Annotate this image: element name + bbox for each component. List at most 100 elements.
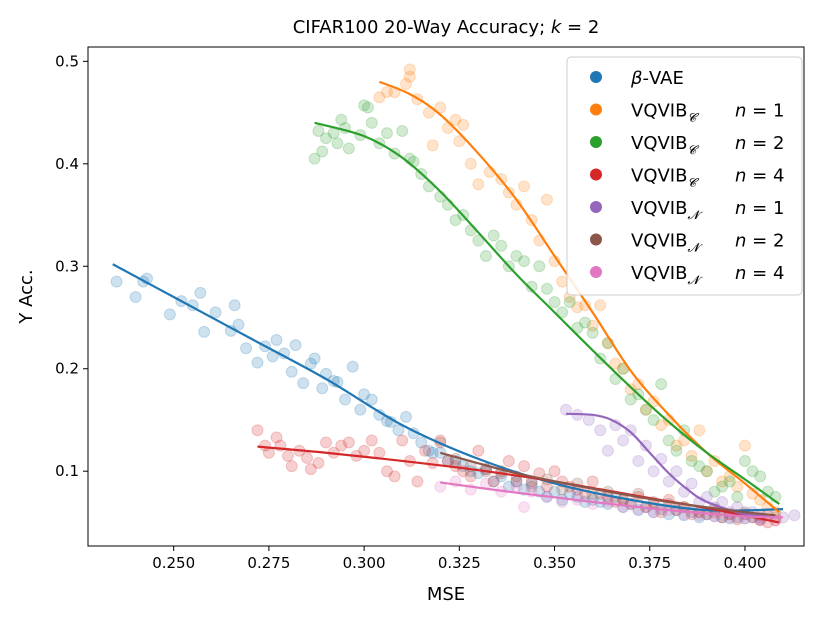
data-point — [320, 132, 333, 145]
data-point — [700, 465, 713, 478]
data-point — [457, 118, 470, 131]
series-points-0 — [110, 272, 767, 526]
data-point — [533, 260, 546, 273]
trend-line-5 — [440, 451, 776, 517]
data-point — [194, 286, 207, 299]
data-point — [518, 501, 531, 514]
data-point — [270, 431, 283, 444]
legend-marker — [590, 168, 602, 181]
data-point — [331, 137, 344, 150]
data-point — [746, 465, 759, 478]
data-point — [556, 275, 569, 288]
y-tick-label: 0.5 — [55, 52, 79, 70]
trend-line-2 — [314, 121, 780, 505]
data-point — [400, 77, 413, 90]
data-point — [358, 444, 371, 457]
data-point — [662, 434, 675, 447]
data-point — [518, 460, 531, 473]
data-point — [655, 378, 668, 391]
data-point — [426, 446, 439, 459]
data-point — [358, 99, 371, 112]
data-point — [754, 470, 767, 483]
x-tick-label: 0.400 — [723, 554, 766, 572]
data-point — [240, 342, 253, 355]
data-point — [422, 444, 435, 457]
ticks-layer: 0.250 0.275 0.300 0.325 0.350 0.375 0.400 0.1 0.… — [55, 52, 766, 572]
data-point — [365, 393, 378, 406]
y-axis-label: Y Acc. — [16, 269, 37, 324]
data-point — [373, 91, 386, 104]
data-point — [472, 178, 485, 191]
data-point — [571, 301, 584, 314]
data-point — [304, 357, 317, 370]
data-point — [582, 413, 595, 426]
x-axis-label: MSE — [427, 584, 465, 605]
data-point — [647, 465, 660, 478]
data-point — [388, 470, 401, 483]
data-point — [449, 113, 462, 126]
data-point — [320, 436, 333, 449]
data-point — [289, 339, 302, 352]
data-point — [487, 229, 500, 242]
data-point — [647, 413, 660, 426]
data-point — [738, 439, 751, 452]
data-point — [670, 439, 683, 452]
data-point — [700, 465, 713, 478]
data-point — [693, 424, 706, 437]
data-point — [281, 449, 294, 462]
data-point — [655, 452, 668, 465]
data-point — [335, 113, 348, 126]
legend-marker — [590, 136, 602, 148]
data-point — [270, 334, 283, 347]
data-point — [624, 393, 637, 406]
data-point — [487, 475, 500, 488]
plot-frame — [87, 46, 805, 547]
data-point — [464, 470, 477, 483]
data-point — [639, 439, 652, 452]
data-point — [540, 282, 553, 295]
y-tick-label: 0.2 — [55, 360, 79, 378]
data-point — [426, 139, 439, 152]
data-point — [632, 454, 645, 467]
data-point — [358, 388, 371, 401]
title-text: CIFAR100 20-Way Accuracy; — [293, 17, 551, 38]
data-point — [693, 509, 706, 522]
trend-line-6 — [440, 481, 784, 519]
legend-marker — [590, 71, 602, 83]
data-point — [685, 449, 698, 462]
data-point — [586, 497, 599, 510]
data-point — [571, 321, 584, 334]
data-point — [559, 403, 572, 416]
data-point — [655, 419, 668, 432]
legend-marker — [590, 103, 602, 116]
data-point — [198, 325, 211, 338]
data-point — [586, 475, 599, 488]
data-point — [346, 360, 359, 373]
data-point — [308, 352, 321, 365]
data-point — [502, 454, 515, 467]
data-point — [209, 306, 222, 319]
trend-line-0 — [112, 263, 784, 512]
data-point — [392, 424, 405, 437]
data-point — [419, 444, 432, 457]
data-point — [518, 255, 531, 268]
series-points-3 — [251, 424, 782, 529]
x-tick-label: 0.300 — [343, 554, 386, 572]
data-point — [548, 296, 561, 309]
data-point — [304, 463, 317, 476]
data-point — [449, 214, 462, 227]
data-point — [685, 477, 698, 490]
data-point — [396, 434, 409, 447]
data-point — [300, 451, 313, 464]
legend-label: VQVIB𝓝 n = 4 — [631, 263, 784, 287]
data-point — [586, 326, 599, 339]
data-point — [396, 125, 409, 138]
data-point — [510, 480, 523, 493]
data-point — [708, 485, 721, 498]
data-point — [285, 460, 298, 473]
data-point — [579, 316, 592, 329]
x-tick-label: 0.350 — [533, 554, 576, 572]
data-point — [316, 145, 329, 158]
y-tick-label: 0.1 — [55, 462, 79, 480]
